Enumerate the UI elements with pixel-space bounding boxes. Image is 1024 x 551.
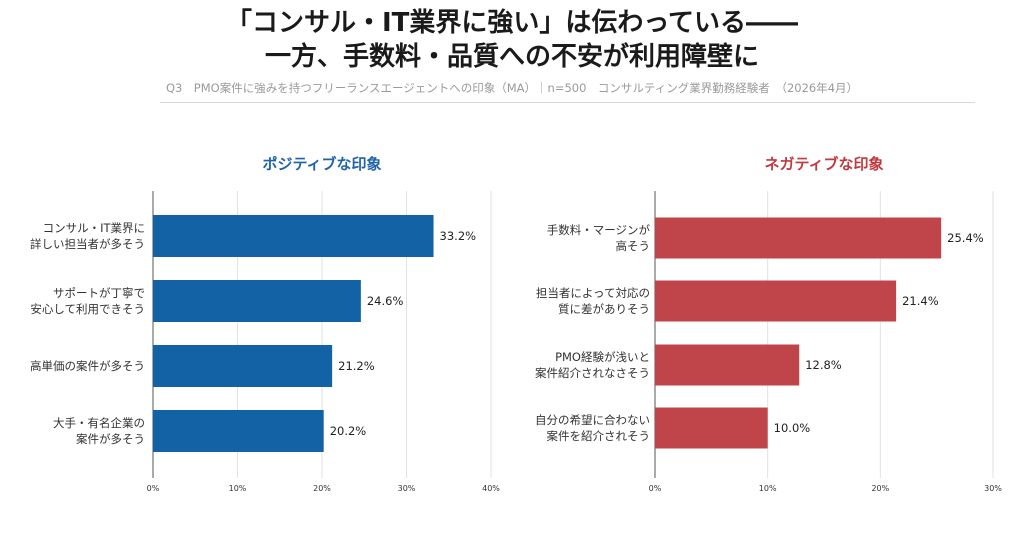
positive-category-label: コンサル・IT業界に詳しい担当者が多そう — [30, 221, 145, 251]
positive-tick-label: 40% — [482, 484, 500, 493]
negative-bar — [655, 407, 768, 449]
negative-value-label: 12.8% — [805, 358, 842, 372]
positive-value-label: 21.2% — [338, 359, 375, 373]
negative-category-label: 手数料・マージンが高そう — [547, 223, 651, 253]
positive-category-label: 大手・有名企業の案件が多そう — [53, 416, 145, 446]
positive-value-label: 24.6% — [367, 294, 404, 308]
header-divider — [160, 102, 975, 103]
positive-bar — [153, 410, 324, 452]
negative-bar — [655, 344, 800, 386]
title-line-2: 一方、手数料・品質への不安が利用障壁に — [264, 42, 759, 72]
positive-category-label: サポートが丁寧で安心して利用できそう — [30, 286, 145, 316]
negative-value-label: 21.4% — [902, 294, 939, 308]
negative-category-label: 担当者によって対応の質に差がありそう — [536, 286, 650, 316]
positive-chart-title: ポジティブな印象 — [262, 155, 382, 173]
negative-value-label: 10.0% — [774, 421, 811, 435]
negative-tick-label: 20% — [871, 484, 889, 493]
positive-tick-label: 30% — [398, 484, 416, 493]
negative-bar — [655, 280, 897, 322]
positive-bar — [153, 345, 333, 387]
positive-tick-label: 20% — [313, 484, 331, 493]
negative-tick-label: 0% — [649, 484, 662, 493]
negative-category-label: 自分の希望に合わない案件を紹介されそう — [535, 413, 650, 443]
positive-category-label: 高単価の案件が多そう — [30, 359, 145, 373]
negative-bar — [655, 217, 942, 259]
positive-bar — [153, 215, 434, 257]
negative-tick-label: 30% — [984, 484, 1002, 493]
positive-value-label: 33.2% — [440, 229, 477, 243]
negative-category-label: PMO経験が浅いと案件紹介されなさそう — [535, 350, 650, 380]
positive-tick-label: 10% — [229, 484, 247, 493]
survey-subtitle: Q3 PMO案件に強みを持つフリーランスエージェントへの印象（MA）｜n=500… — [165, 81, 859, 95]
page-title: 「コンサル・IT業界に強い」は伝わっている―― 一方、手数料・品質への不安が利用… — [0, 6, 1024, 74]
positive-bar — [153, 280, 361, 322]
negative-tick-label: 10% — [759, 484, 777, 493]
negative-value-label: 25.4% — [947, 231, 984, 245]
positive-tick-label: 0% — [147, 484, 160, 493]
negative-chart-title: ネガティブな印象 — [764, 155, 884, 173]
positive-value-label: 20.2% — [330, 424, 367, 438]
title-line-1: 「コンサル・IT業界に強い」は伝わっている―― — [225, 8, 799, 38]
